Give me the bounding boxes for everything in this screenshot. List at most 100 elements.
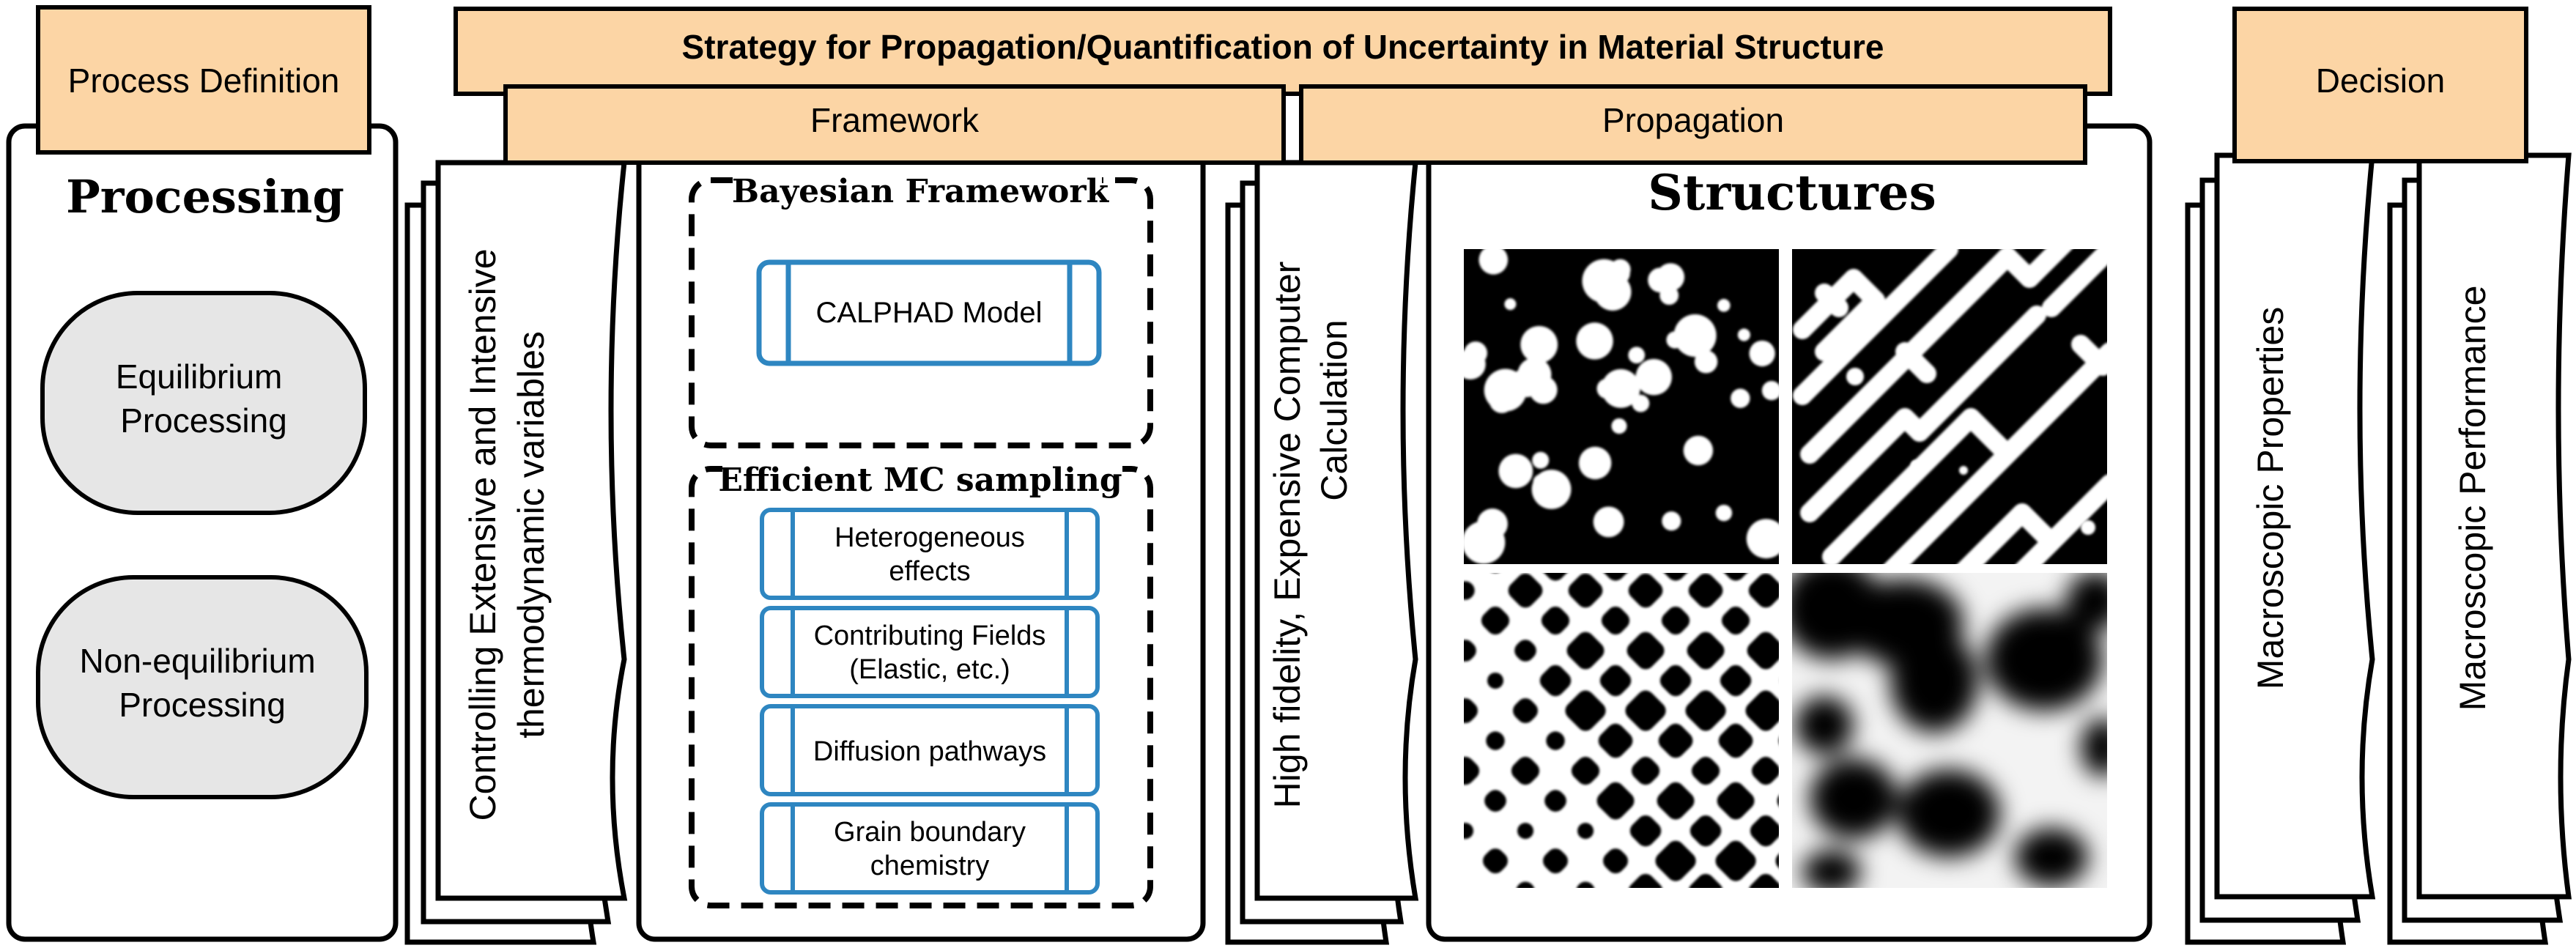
macroscopic-properties-stack: [2185, 152, 2376, 945]
cuboidal-precipitate: [1628, 573, 1663, 608]
cuboidal-precipitate: [1628, 873, 1663, 888]
cuboidal-precipitate: [1745, 690, 1779, 731]
cuboidal-precipitate: [1747, 632, 1779, 670]
cuboidal-precipitate: [1626, 632, 1665, 670]
controlling-variables-stack: [404, 160, 628, 945]
hf-sheet-front: [1254, 160, 1419, 901]
cuboidal-precipitate: [1513, 698, 1538, 724]
cuboidal-precipitate: [1514, 640, 1536, 662]
precipitate-dot: [1746, 519, 1779, 559]
precipitate-dot: [1596, 378, 1618, 399]
precipitate-dot: [1520, 325, 1558, 363]
high-fidelity-stack: [1225, 160, 1419, 945]
mc-item-label: Heterogeneous effects: [834, 522, 1025, 587]
precipitate-dot: [1761, 381, 1779, 401]
decision-label: Decision: [2316, 62, 2445, 100]
precipitate-dot: [1601, 369, 1640, 408]
precipitate-dot: [1737, 328, 1750, 341]
cuboidal-precipitate: [1717, 782, 1755, 820]
cuboidal-precipitate: [1598, 723, 1633, 758]
mc-sampling-title: Efficient MC sampling: [718, 462, 1122, 499]
cuboidal-precipitate: [1576, 881, 1595, 888]
precipitate-dot: [1483, 528, 1503, 549]
cuboidal-precipitate: [1692, 757, 1720, 785]
header-framework: Framework: [503, 84, 1286, 165]
cuboidal-precipitate: [1539, 664, 1572, 697]
cuboidal-precipitate: [1486, 731, 1505, 750]
calphad-model-box: CALPHAD Model: [756, 259, 1102, 366]
cuboidal-precipitate: [1487, 673, 1504, 689]
precipitate-dot: [1731, 388, 1750, 408]
cuboidal-precipitate: [1543, 848, 1568, 874]
cuboidal-precipitate: [1577, 823, 1594, 840]
cuboidal-precipitate: [1599, 664, 1632, 697]
cuboidal-precipitate: [1508, 573, 1543, 608]
non-equilibrium-line-1: Non-equilibrium: [80, 642, 316, 680]
cuboidal-precipitate: [1655, 840, 1696, 881]
precipitate-dot: [1628, 347, 1646, 364]
propagation-label: Propagation: [1602, 101, 1784, 139]
cuboidal-precipitate: [1659, 664, 1692, 697]
cuboidal-precipitate: [1748, 573, 1779, 608]
cuboidal-precipitate: [1566, 632, 1605, 670]
cuboidal-precipitate: [1715, 840, 1756, 881]
mc-item-box: Diffusion pathways: [760, 704, 1100, 796]
structure-image-cuboidal: [1464, 573, 1779, 888]
calphad-model-label: CALPHAD Model: [815, 297, 1042, 329]
cuboidal-precipitate: [1483, 848, 1508, 874]
cuboidal-precipitate: [1689, 815, 1722, 847]
precipitate-dot: [1593, 506, 1624, 538]
precipitate-dot: [1504, 298, 1517, 311]
controlling-variables-line-2: thermodynamic variables: [511, 331, 552, 738]
cuboidal-precipitate: [1629, 815, 1662, 847]
cuboidal-precipitate: [1662, 606, 1690, 635]
precipitate-dot: [1498, 453, 1533, 489]
precipitate-dot: [1464, 349, 1486, 379]
cuboidal-precipitate: [1464, 640, 1476, 662]
cuboidal-precipitate: [1464, 823, 1473, 840]
structure-image-coarsened: [1792, 573, 2107, 888]
strategy-title: Strategy for Propagation/Quantification …: [682, 28, 1884, 66]
cuboidal-precipitate: [1596, 782, 1635, 820]
high-fidelity-line-2: Calculation: [1314, 319, 1355, 500]
macroscopic-performance-label: Macroscopic Performance: [2452, 286, 2493, 711]
cuboidal-precipitate: [1571, 757, 1600, 785]
precipitate-dot: [1648, 267, 1673, 293]
cuboidal-precipitate: [1546, 731, 1565, 750]
process-definition-label: Process Definition: [68, 62, 340, 100]
precipitate-dot: [1611, 418, 1627, 434]
cuboidal-precipitate: [1688, 873, 1723, 888]
precipitate-dot: [1717, 299, 1731, 312]
equilibrium-line-2: Processing: [120, 401, 287, 440]
mc-item-box: Grain boundary chemistry: [760, 802, 1100, 895]
cuboidal-precipitate: [1541, 606, 1570, 635]
cuboidal-precipitate: [1658, 723, 1693, 758]
precipitate-dot: [1662, 511, 1681, 531]
mc-item-label: Diffusion pathways: [813, 736, 1046, 767]
framework-label: Framework: [810, 101, 980, 139]
header-decision: Decision: [2232, 7, 2528, 163]
structure-image-labyrinth: [1792, 249, 2107, 564]
non-equilibrium-processing-node: Non-equilibrium Processing: [36, 575, 369, 799]
equilibrium-line-1: Equilibrium: [116, 358, 283, 396]
header-propagation: Propagation: [1299, 84, 2087, 165]
processing-box: [6, 123, 399, 942]
high-fidelity-line-1: High fidelity, Expensive Computer: [1267, 262, 1308, 809]
cuboidal-precipitate: [1517, 823, 1534, 840]
cuboidal-precipitate: [1511, 757, 1540, 785]
precipitate-dot: [1715, 504, 1733, 522]
cuboidal-precipitate: [1601, 606, 1630, 635]
precipitate-dot: [1749, 340, 1775, 367]
precipitate-dot: [1578, 446, 1612, 480]
precipitate-dot: [1607, 262, 1630, 285]
macroscopic-properties-label: Macroscopic Properties: [2250, 307, 2291, 689]
cuboidal-precipitate: [1657, 782, 1695, 820]
cuboidal-precipitate: [1685, 690, 1726, 731]
cuboidal-precipitate: [1625, 690, 1666, 731]
cuboidal-precipitate: [1464, 757, 1480, 785]
processing-title: Processing: [66, 170, 344, 223]
header-process-definition: Process Definition: [36, 5, 371, 155]
cuboidal-precipitate: [1544, 790, 1566, 812]
